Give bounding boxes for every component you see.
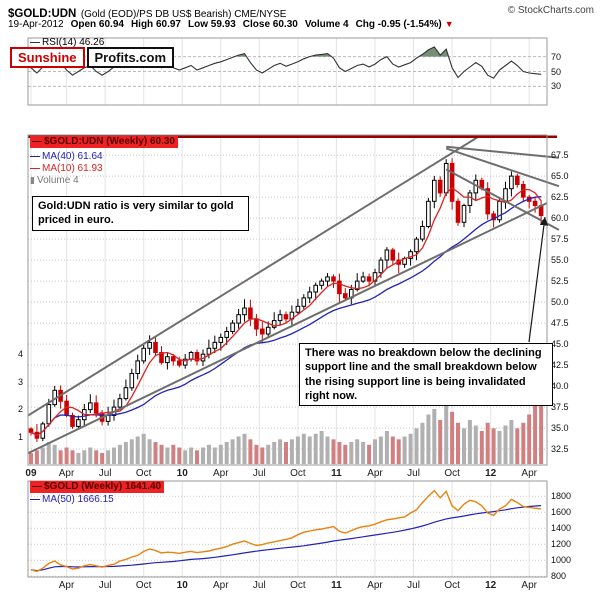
- stockcharts-copyright: © StockCharts.com: [507, 5, 594, 16]
- volume-label: Volume 4: [36, 175, 79, 186]
- gold-symbol-legend: — $GOLD (Weekly) 1641.40: [30, 481, 165, 493]
- ma10-legend: — MA(10) 61.93: [30, 163, 103, 174]
- volume-legend: ▮ Volume 4: [30, 175, 79, 186]
- declining-resistance-line: [445, 147, 560, 188]
- logo-profits: Profits.com: [86, 47, 175, 68]
- symbol-description: (Gold (EOD)/PS DB US$ Bearish) CME/NYSE: [80, 9, 287, 20]
- gold-symbol-label: $GOLD (Weekly) 1641.40: [44, 481, 162, 492]
- quote-open: Open 60.94: [70, 19, 124, 30]
- main-symbol-badge: — $GOLD:UDN (Weekly) 60.30: [30, 136, 178, 148]
- trendlines: [28, 135, 560, 455]
- ma10-label: MA(10) 61.93: [42, 163, 103, 174]
- rising-support-line: [28, 202, 547, 455]
- ma50-line: [30, 505, 542, 572]
- annotation-arrow: [528, 216, 549, 343]
- ma50-swatch-icon: —: [30, 494, 40, 505]
- quote-volume: Volume 4: [304, 19, 349, 30]
- quote-close: Close 60.30: [242, 19, 298, 30]
- rsi-line-swatch-icon: —: [30, 37, 40, 48]
- chart-header: $GOLD:UDN (Gold (EOD)/PS DB US$ Bearish)…: [8, 4, 286, 22]
- quote-line: 19-Apr-2012 Open 60.94 High 60.97 Low 59.93…: [8, 19, 454, 30]
- quote-date: 19-Apr-2012: [8, 19, 64, 30]
- price-panel: [27, 134, 560, 466]
- vertical-gridlines: [30, 38, 530, 577]
- main-symbol-label: $GOLD:UDN (Weekly) 60.30: [44, 136, 175, 147]
- quote-low: Low 59.93: [187, 19, 236, 30]
- ma40-legend: — MA(40) 61.64: [30, 151, 103, 162]
- ma50-legend: — MA(50) 1666.15: [30, 494, 114, 505]
- rsi-legend-label: RSI(14) 46.26: [42, 37, 105, 48]
- volume-swatch-icon: ▮: [30, 175, 35, 185]
- volume-bars: [29, 354, 544, 465]
- price-line-swatch-icon: —: [32, 136, 42, 147]
- logo-sunshine: Sunshine: [10, 47, 85, 68]
- quote-high: High 60.97: [130, 19, 181, 30]
- quote-values: Open 60.94 High 60.97 Low 59.93 Close 60.30…: [64, 19, 442, 30]
- gold-line-swatch-icon: —: [32, 481, 42, 492]
- ma10-swatch-icon: —: [30, 163, 40, 174]
- ma40-line: [30, 196, 542, 436]
- main-symbol-legend: — $GOLD:UDN (Weekly) 60.30: [30, 136, 178, 148]
- annotation-note-1: Gold:UDN ratio is very similar to gold p…: [32, 196, 249, 231]
- ma50-label: MA(50) 1666.15: [42, 494, 114, 505]
- gold-price-line: [30, 489, 542, 573]
- declining-resistance-upper-line: [446, 145, 559, 159]
- quote-chg: Chg -0.95 (-1.54%): [355, 19, 442, 30]
- ma40-label: MA(40) 61.64: [42, 151, 103, 162]
- rsi-legend: — RSI(14) 46.26: [30, 37, 104, 48]
- down-arrow-icon: ▼: [444, 19, 454, 29]
- ma40-swatch-icon: —: [30, 151, 40, 162]
- rising-channel-top-line: [28, 135, 484, 417]
- gold-panel: [27, 480, 548, 578]
- symbol-title: $GOLD:UDN: [8, 8, 77, 20]
- annotation-note-2: There was no breakdown below the declini…: [299, 343, 553, 407]
- gold-symbol-badge: — $GOLD (Weekly) 1641.40: [30, 481, 165, 493]
- sunshine-profits-logo: Sunshine Profits.com: [10, 47, 175, 68]
